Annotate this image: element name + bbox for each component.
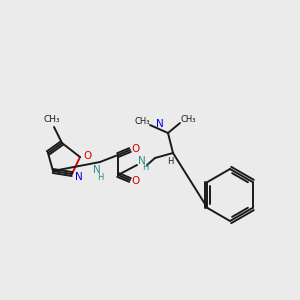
Text: CH₃: CH₃ (44, 116, 60, 124)
Text: N: N (156, 119, 164, 129)
Text: N: N (93, 165, 101, 175)
Text: O: O (132, 176, 140, 186)
Text: H: H (167, 158, 173, 166)
Text: H: H (97, 172, 103, 182)
Text: CH₃: CH₃ (134, 116, 150, 125)
Text: N: N (75, 172, 83, 182)
Text: CH₃: CH₃ (180, 115, 196, 124)
Text: O: O (132, 144, 140, 154)
Text: O: O (83, 151, 91, 161)
Text: H: H (142, 164, 148, 172)
Text: N: N (138, 156, 146, 166)
